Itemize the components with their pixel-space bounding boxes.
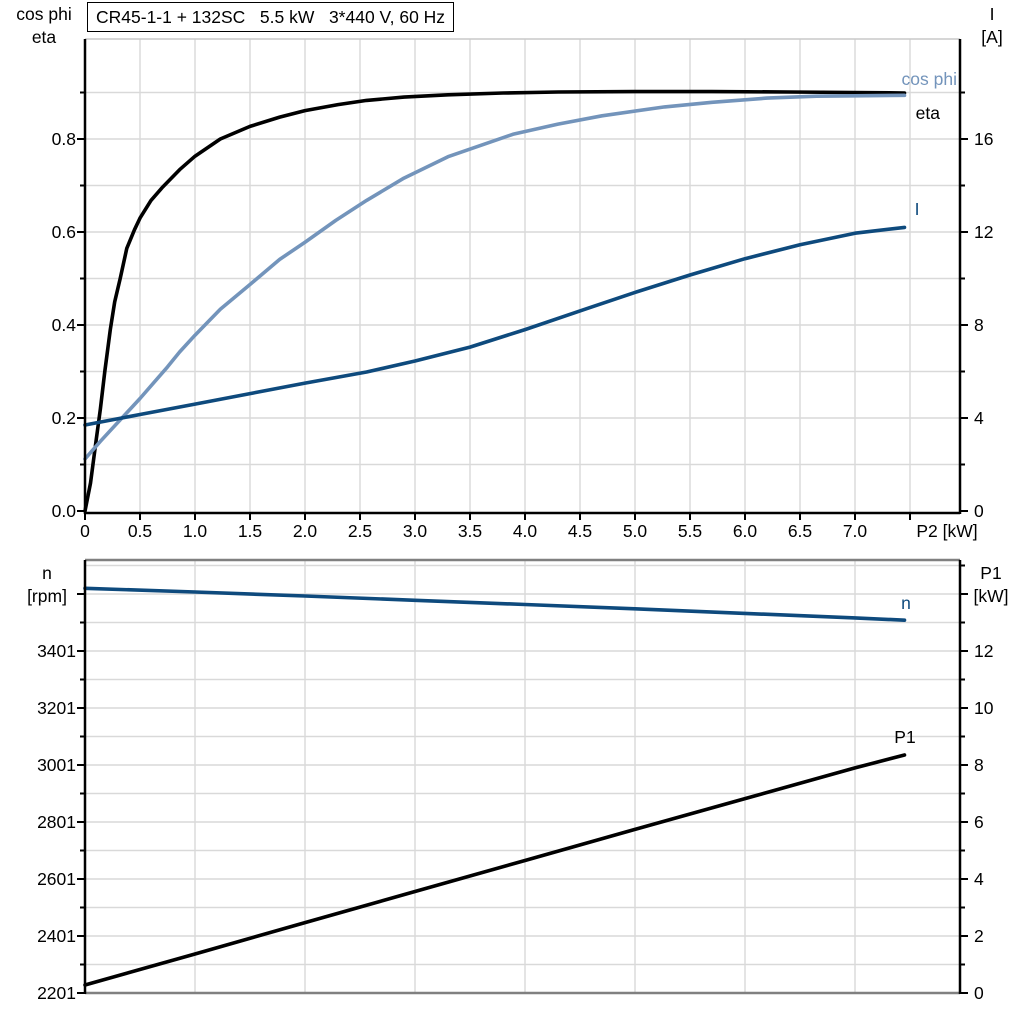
right-tick-label: 6	[974, 812, 984, 832]
left-tick-label: 2401	[37, 926, 76, 946]
x-tick-label: 0	[80, 521, 90, 541]
x-tick-label: 7.0	[843, 521, 868, 541]
x-tick-label: 4.5	[568, 521, 592, 541]
current-axis-title: I	[989, 4, 995, 24]
i-curve	[83, 225, 907, 427]
left-tick-label: 2201	[37, 983, 76, 1003]
x-tick-label: 2.0	[293, 521, 318, 541]
speed-axis-unit: [rpm]	[27, 586, 67, 606]
n-curve	[83, 586, 907, 622]
right-tick-label: 16	[974, 129, 993, 149]
x-tick-label: 0.5	[128, 521, 152, 541]
right-tick-label: 0	[974, 501, 984, 521]
x-tick-label: 2.5	[348, 521, 372, 541]
p1-curve-label: P1	[894, 727, 915, 747]
top-right-axis-header: I [A]	[964, 3, 1020, 49]
top-chart: 0.0 0.2 0.4 0.6 0.8 0 4 8 12 16 0 0.5 1.0 1.5 2.0 2.5 3.…	[52, 38, 993, 541]
bottom-left-axis-header: n [rpm]	[10, 562, 84, 608]
right-tick-label: 2	[974, 926, 984, 946]
eta-axis-title: eta	[31, 27, 57, 47]
right-tick-label: 4	[974, 869, 984, 889]
bottom-right-ticks	[960, 564, 968, 994]
x-tick-label: 6.0	[733, 521, 758, 541]
x-tick-label: 5.0	[623, 521, 648, 541]
bottom-right-axis-header: P1 [kW]	[960, 562, 1022, 608]
right-tick-label: 0	[974, 983, 984, 1003]
left-tick-label: 2801	[37, 812, 76, 832]
left-tick-label: 0.0	[52, 501, 77, 521]
cos-phi-curve	[83, 93, 907, 461]
left-tick-label: 2601	[37, 869, 76, 889]
i-curve-label: I	[915, 199, 920, 219]
left-tick-label: 3001	[37, 755, 76, 775]
bottom-chart: 2201 2401 2601 2801 3001 3201 3401 0 2 4 6 8 10 12 n P1	[37, 558, 994, 1003]
eta-curve	[83, 89, 907, 513]
p1-curve	[83, 753, 907, 987]
left-tick-label: 0.6	[52, 222, 76, 242]
bottom-left-ticks	[77, 593, 85, 994]
top-left-axis-header: cos phi eta	[6, 3, 82, 49]
cos-phi-curve-label: cos phi	[902, 69, 957, 89]
x-tick-label: 1.5	[238, 521, 262, 541]
x-tick-label: 6.5	[788, 521, 812, 541]
left-tick-label: 0.2	[52, 408, 76, 428]
right-tick-label: 8	[974, 755, 984, 775]
top-x-ticks	[84, 513, 911, 520]
current-axis-unit: [A]	[981, 27, 1003, 47]
x-tick-label: 3.5	[458, 521, 482, 541]
speed-axis-title: n	[42, 563, 52, 583]
x-tick-label: 5.5	[678, 521, 702, 541]
left-tick-label: 3401	[37, 641, 76, 661]
cos-phi-axis-title: cos phi	[16, 4, 72, 24]
top-gridlines	[85, 39, 960, 513]
right-tick-label: 8	[974, 315, 984, 335]
x-tick-label: 3.0	[403, 521, 428, 541]
top-right-ticks	[960, 91, 968, 512]
n-curve-label: n	[901, 593, 911, 613]
p1-axis-unit: [kW]	[973, 586, 1009, 606]
right-tick-label: 10	[974, 698, 994, 718]
right-tick-label: 12	[974, 641, 993, 661]
x-axis-label: P2 [kW]	[916, 521, 977, 541]
right-tick-label: 12	[974, 222, 993, 242]
left-tick-label: 0.8	[52, 129, 76, 149]
left-tick-label: 3201	[37, 698, 76, 718]
chart-title: CR45-1-1 + 132SC 5.5 kW 3*440 V, 60 Hz	[87, 2, 455, 32]
x-tick-label: 1.0	[183, 521, 208, 541]
right-tick-label: 4	[974, 408, 984, 428]
top-left-ticks	[77, 91, 85, 512]
x-tick-label: 4.0	[513, 521, 538, 541]
eta-curve-label: eta	[916, 103, 941, 123]
left-tick-label: 0.4	[52, 315, 77, 335]
p1-axis-title: P1	[980, 563, 1002, 583]
